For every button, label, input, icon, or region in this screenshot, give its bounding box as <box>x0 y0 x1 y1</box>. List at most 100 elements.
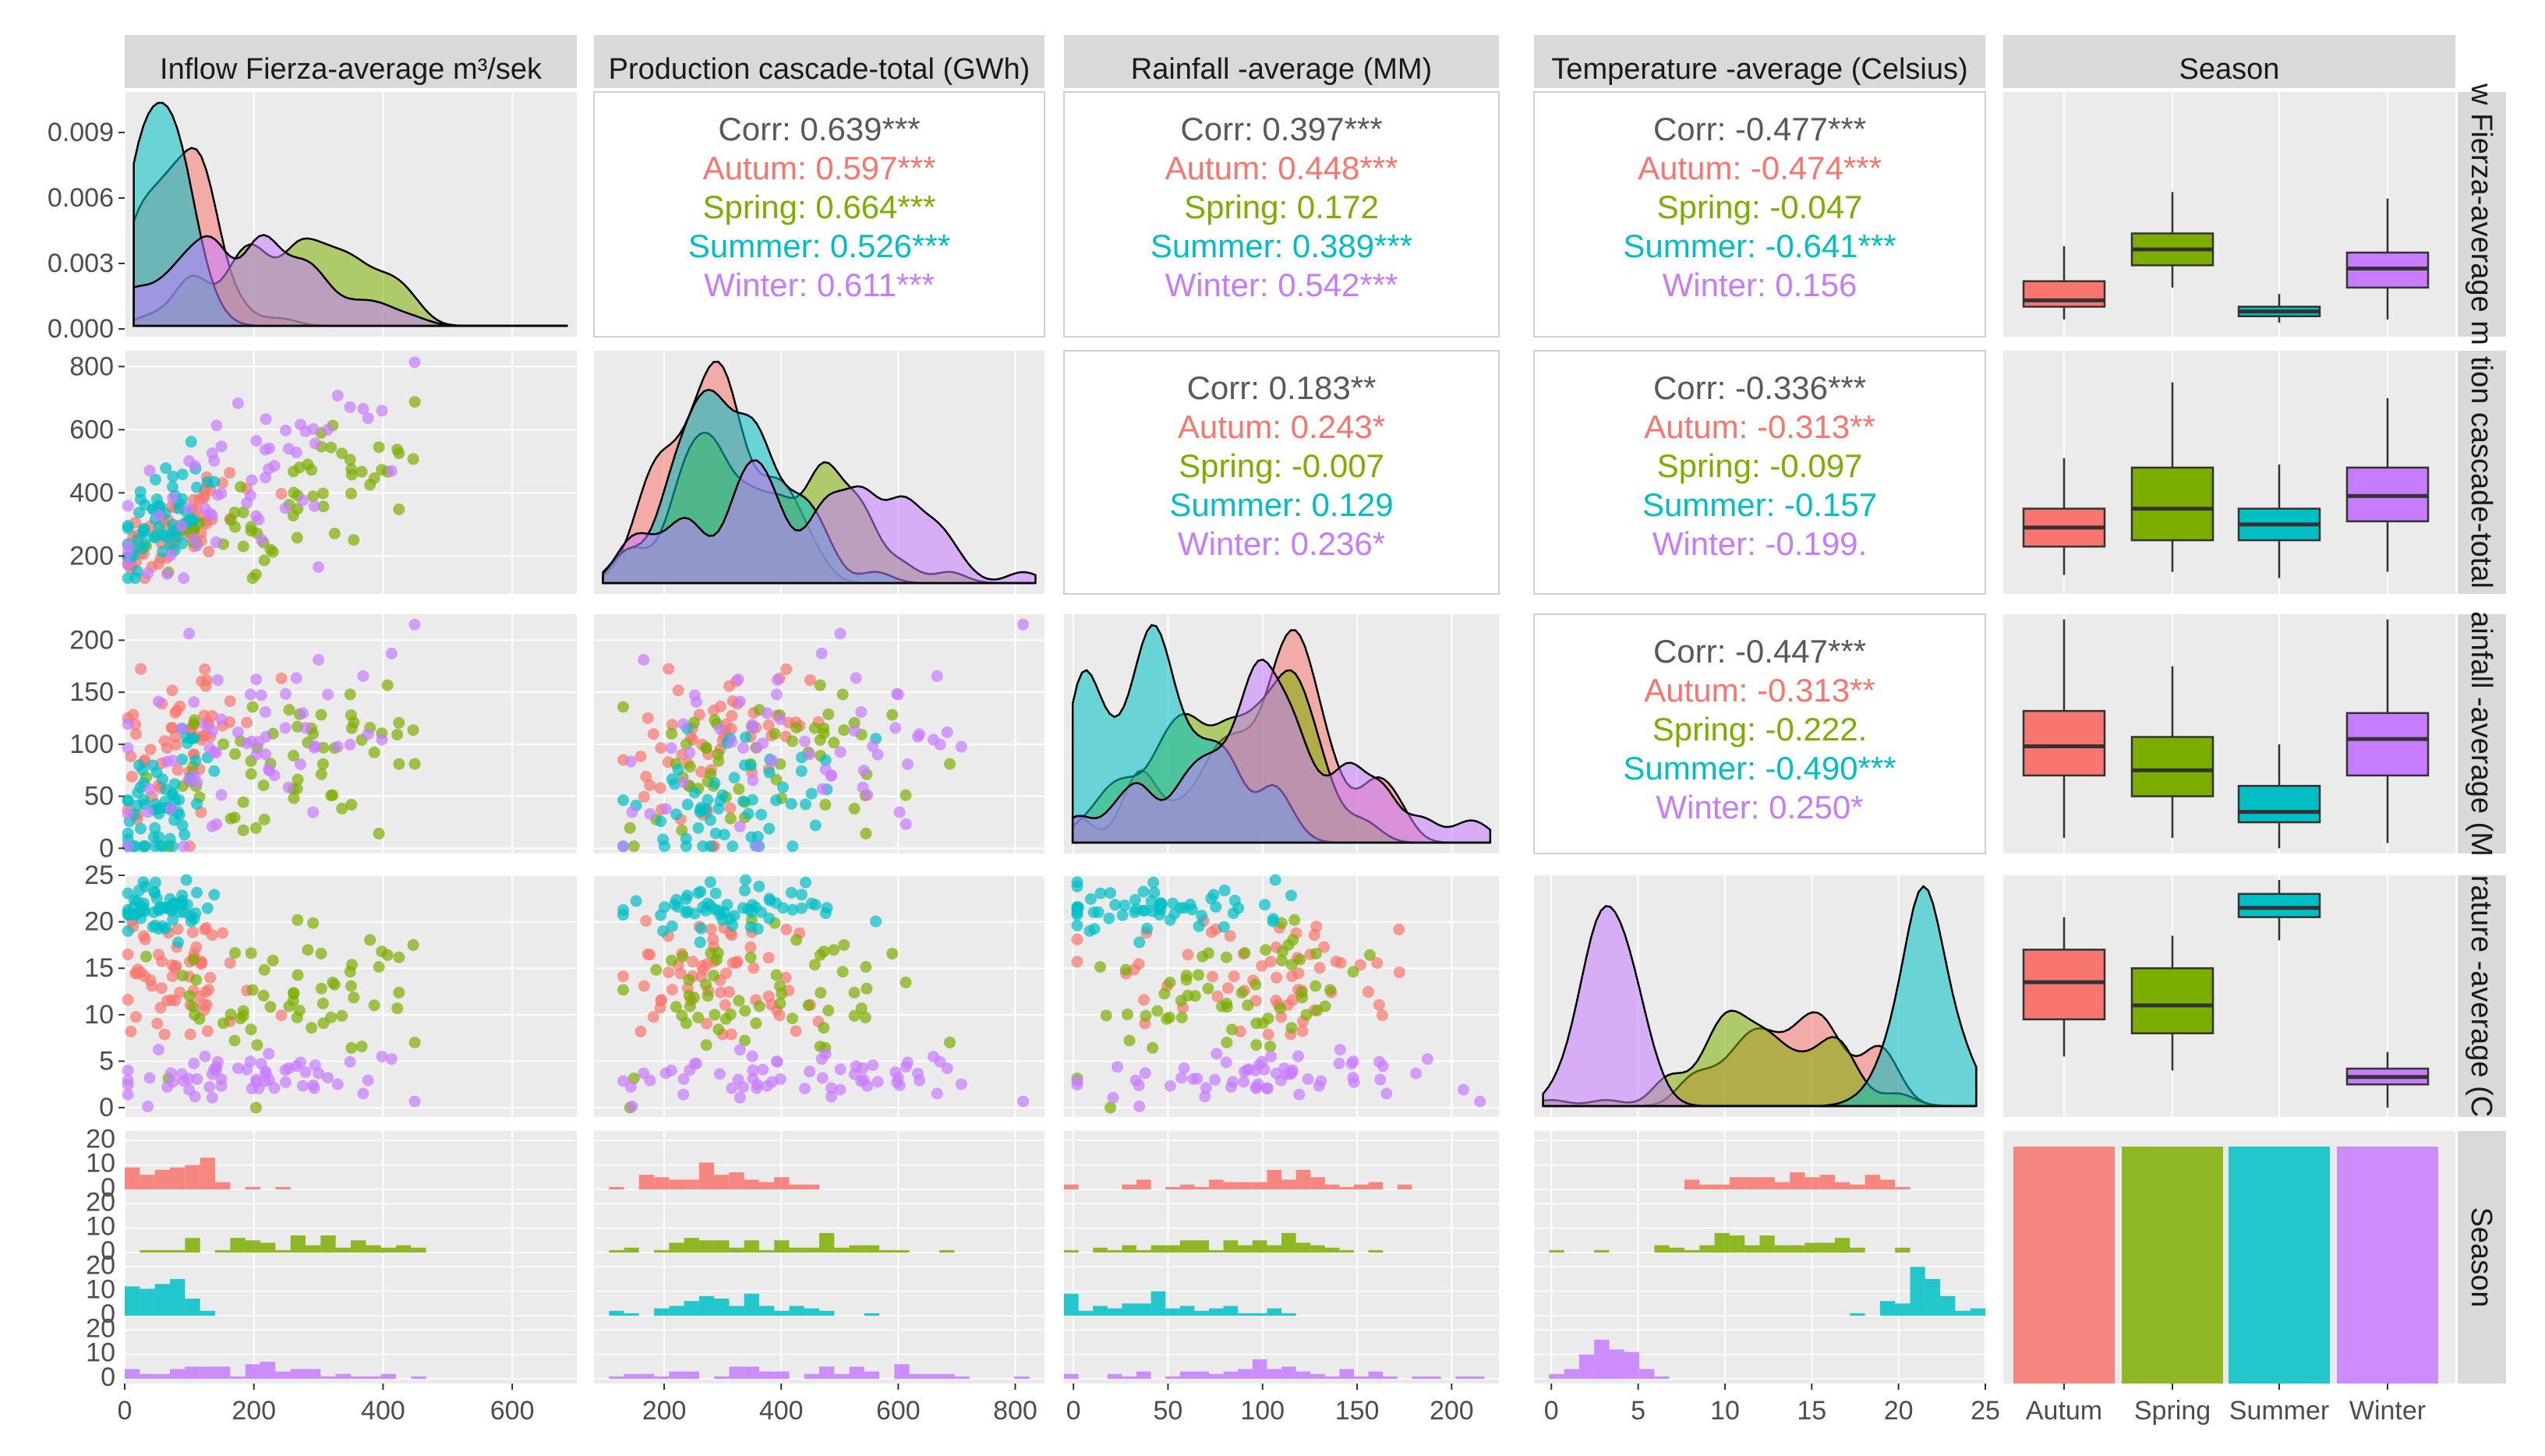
top-strip <box>2003 35 2455 88</box>
histogram-bar-spring <box>230 1238 246 1253</box>
scatter-point-summer <box>149 840 161 853</box>
scatter-point-summer <box>166 481 179 493</box>
scatter-point-winter <box>313 561 325 573</box>
correlation-text: Autum: -0.474*** <box>1638 150 1882 186</box>
histogram-bar-summer <box>1895 1303 1911 1316</box>
scatter-point-winter <box>280 424 292 436</box>
scatter-point-winter <box>677 776 690 789</box>
scatter-point-spring <box>325 1011 338 1023</box>
scatter-point-summer <box>129 572 141 585</box>
scatter-point-winter <box>385 1053 398 1065</box>
scatter-point-spring <box>1311 1005 1324 1016</box>
scatter-point-summer <box>777 902 789 914</box>
histogram-bar-spring <box>275 1249 291 1253</box>
scatter-point-winter <box>188 1057 200 1069</box>
scatter-point-spring <box>684 1000 696 1012</box>
scatter-point-autum <box>144 744 157 755</box>
scatter-point-summer <box>1105 887 1116 899</box>
scatter-point-summer <box>739 884 751 896</box>
histogram-bar-autum <box>1744 1177 1760 1189</box>
scatter-point-spring <box>257 989 270 1002</box>
histogram-bar-spring <box>1790 1245 1805 1253</box>
histogram-bar-spring <box>154 1249 170 1253</box>
scatter-point-winter <box>191 539 203 552</box>
scatter-point-autum <box>1308 929 1320 942</box>
scatter-point-summer <box>188 732 200 744</box>
scatter-point-winter <box>766 1076 779 1088</box>
histogram-bar-winter <box>1549 1373 1564 1379</box>
scatter-point-autum <box>695 765 708 778</box>
scatter-point-winter <box>241 737 253 750</box>
histogram-bar-spring <box>1194 1240 1209 1253</box>
scatter-point-summer <box>176 468 189 481</box>
right-strip-label: ainfall -average (M <box>2465 611 2497 857</box>
scatter-point-spring <box>848 802 861 815</box>
scatter-point-autum <box>647 1011 659 1023</box>
histogram-bar-spring <box>380 1247 396 1253</box>
scatter-point-winter <box>737 741 749 754</box>
correlation-text: Corr: -0.447*** <box>1653 633 1866 670</box>
histogram-bar-autum <box>1397 1184 1412 1189</box>
scatter-point-spring <box>1163 1011 1175 1023</box>
scatter-point-winter <box>1238 1076 1250 1088</box>
scatter-point-spring <box>317 500 330 513</box>
scatter-point-spring <box>1294 953 1306 966</box>
scatter-point-summer <box>1087 906 1100 918</box>
histogram-bar-winter <box>624 1373 639 1379</box>
histogram-bar-spring <box>411 1247 426 1253</box>
scatter-point-winter <box>167 1076 179 1088</box>
x-tick-label: 10 <box>1710 1396 1740 1426</box>
scatter-point-autum <box>1128 963 1140 976</box>
scatter-point-winter <box>1260 1082 1273 1094</box>
scatter-point-spring <box>944 1037 956 1048</box>
scatter-point-autum <box>204 971 217 984</box>
scatter-point-spring <box>712 755 725 767</box>
scatter-point-spring <box>364 934 376 946</box>
histogram-bar-winter <box>290 1369 306 1379</box>
scatter-point-spring <box>291 532 303 544</box>
scatter-point-winter <box>677 1073 690 1085</box>
boxplot-box-spring <box>2130 466 2215 542</box>
scatter-point-summer <box>139 880 151 892</box>
scatter-point-autum <box>723 680 735 692</box>
histogram-bar-winter <box>1136 1371 1151 1379</box>
y-tick-label: 100 <box>69 730 114 759</box>
scatter-point-winter <box>188 696 200 709</box>
histogram-bar-winter <box>1064 1373 1079 1379</box>
histogram-bar-autum <box>1774 1182 1790 1189</box>
scatter-point-winter <box>244 1055 256 1068</box>
scatter-point-winter <box>1129 1074 1142 1087</box>
scatter-point-spring <box>808 722 821 734</box>
scatter-point-autum <box>203 546 215 558</box>
scatter-point-winter <box>1227 1076 1239 1088</box>
scatter-point-spring <box>140 950 152 963</box>
histogram-bar-spring <box>729 1247 744 1253</box>
histogram-bar-spring <box>684 1238 699 1253</box>
scatter-point-winter <box>250 435 263 447</box>
scatter-point-spring <box>774 997 786 1009</box>
scatter-point-winter <box>244 688 256 701</box>
correlation-text: Corr: 0.397*** <box>1180 111 1382 147</box>
scatter-point-autum <box>275 672 288 684</box>
scatter-point-spring <box>245 1023 257 1036</box>
scatter-point-autum <box>642 948 654 960</box>
histogram-bar-spring <box>1759 1235 1775 1253</box>
scatter-point-winter <box>282 781 295 793</box>
scatter-point-winter <box>211 489 224 501</box>
scatter-point-winter <box>260 748 272 761</box>
y-tick-label: 0.009 <box>48 118 114 147</box>
histogram-bar-autum <box>1895 1186 1911 1189</box>
histogram-bar-summer <box>744 1293 759 1316</box>
histogram-bar-spring <box>1122 1245 1136 1253</box>
scatter-point-summer <box>1267 913 1279 925</box>
histogram-bar-summer <box>1223 1306 1239 1316</box>
scatter-point-autum <box>780 663 793 676</box>
scatter-point-summer <box>630 895 642 907</box>
scatter-point-autum <box>1313 962 1326 974</box>
scatter-point-autum <box>125 1025 137 1037</box>
scatter-point-autum <box>790 1025 802 1037</box>
histogram-bar-winter <box>1122 1376 1136 1379</box>
y-tick-label: 0.000 <box>48 314 114 344</box>
scatter-point-spring <box>407 724 419 737</box>
scatter-point-autum <box>617 970 629 983</box>
